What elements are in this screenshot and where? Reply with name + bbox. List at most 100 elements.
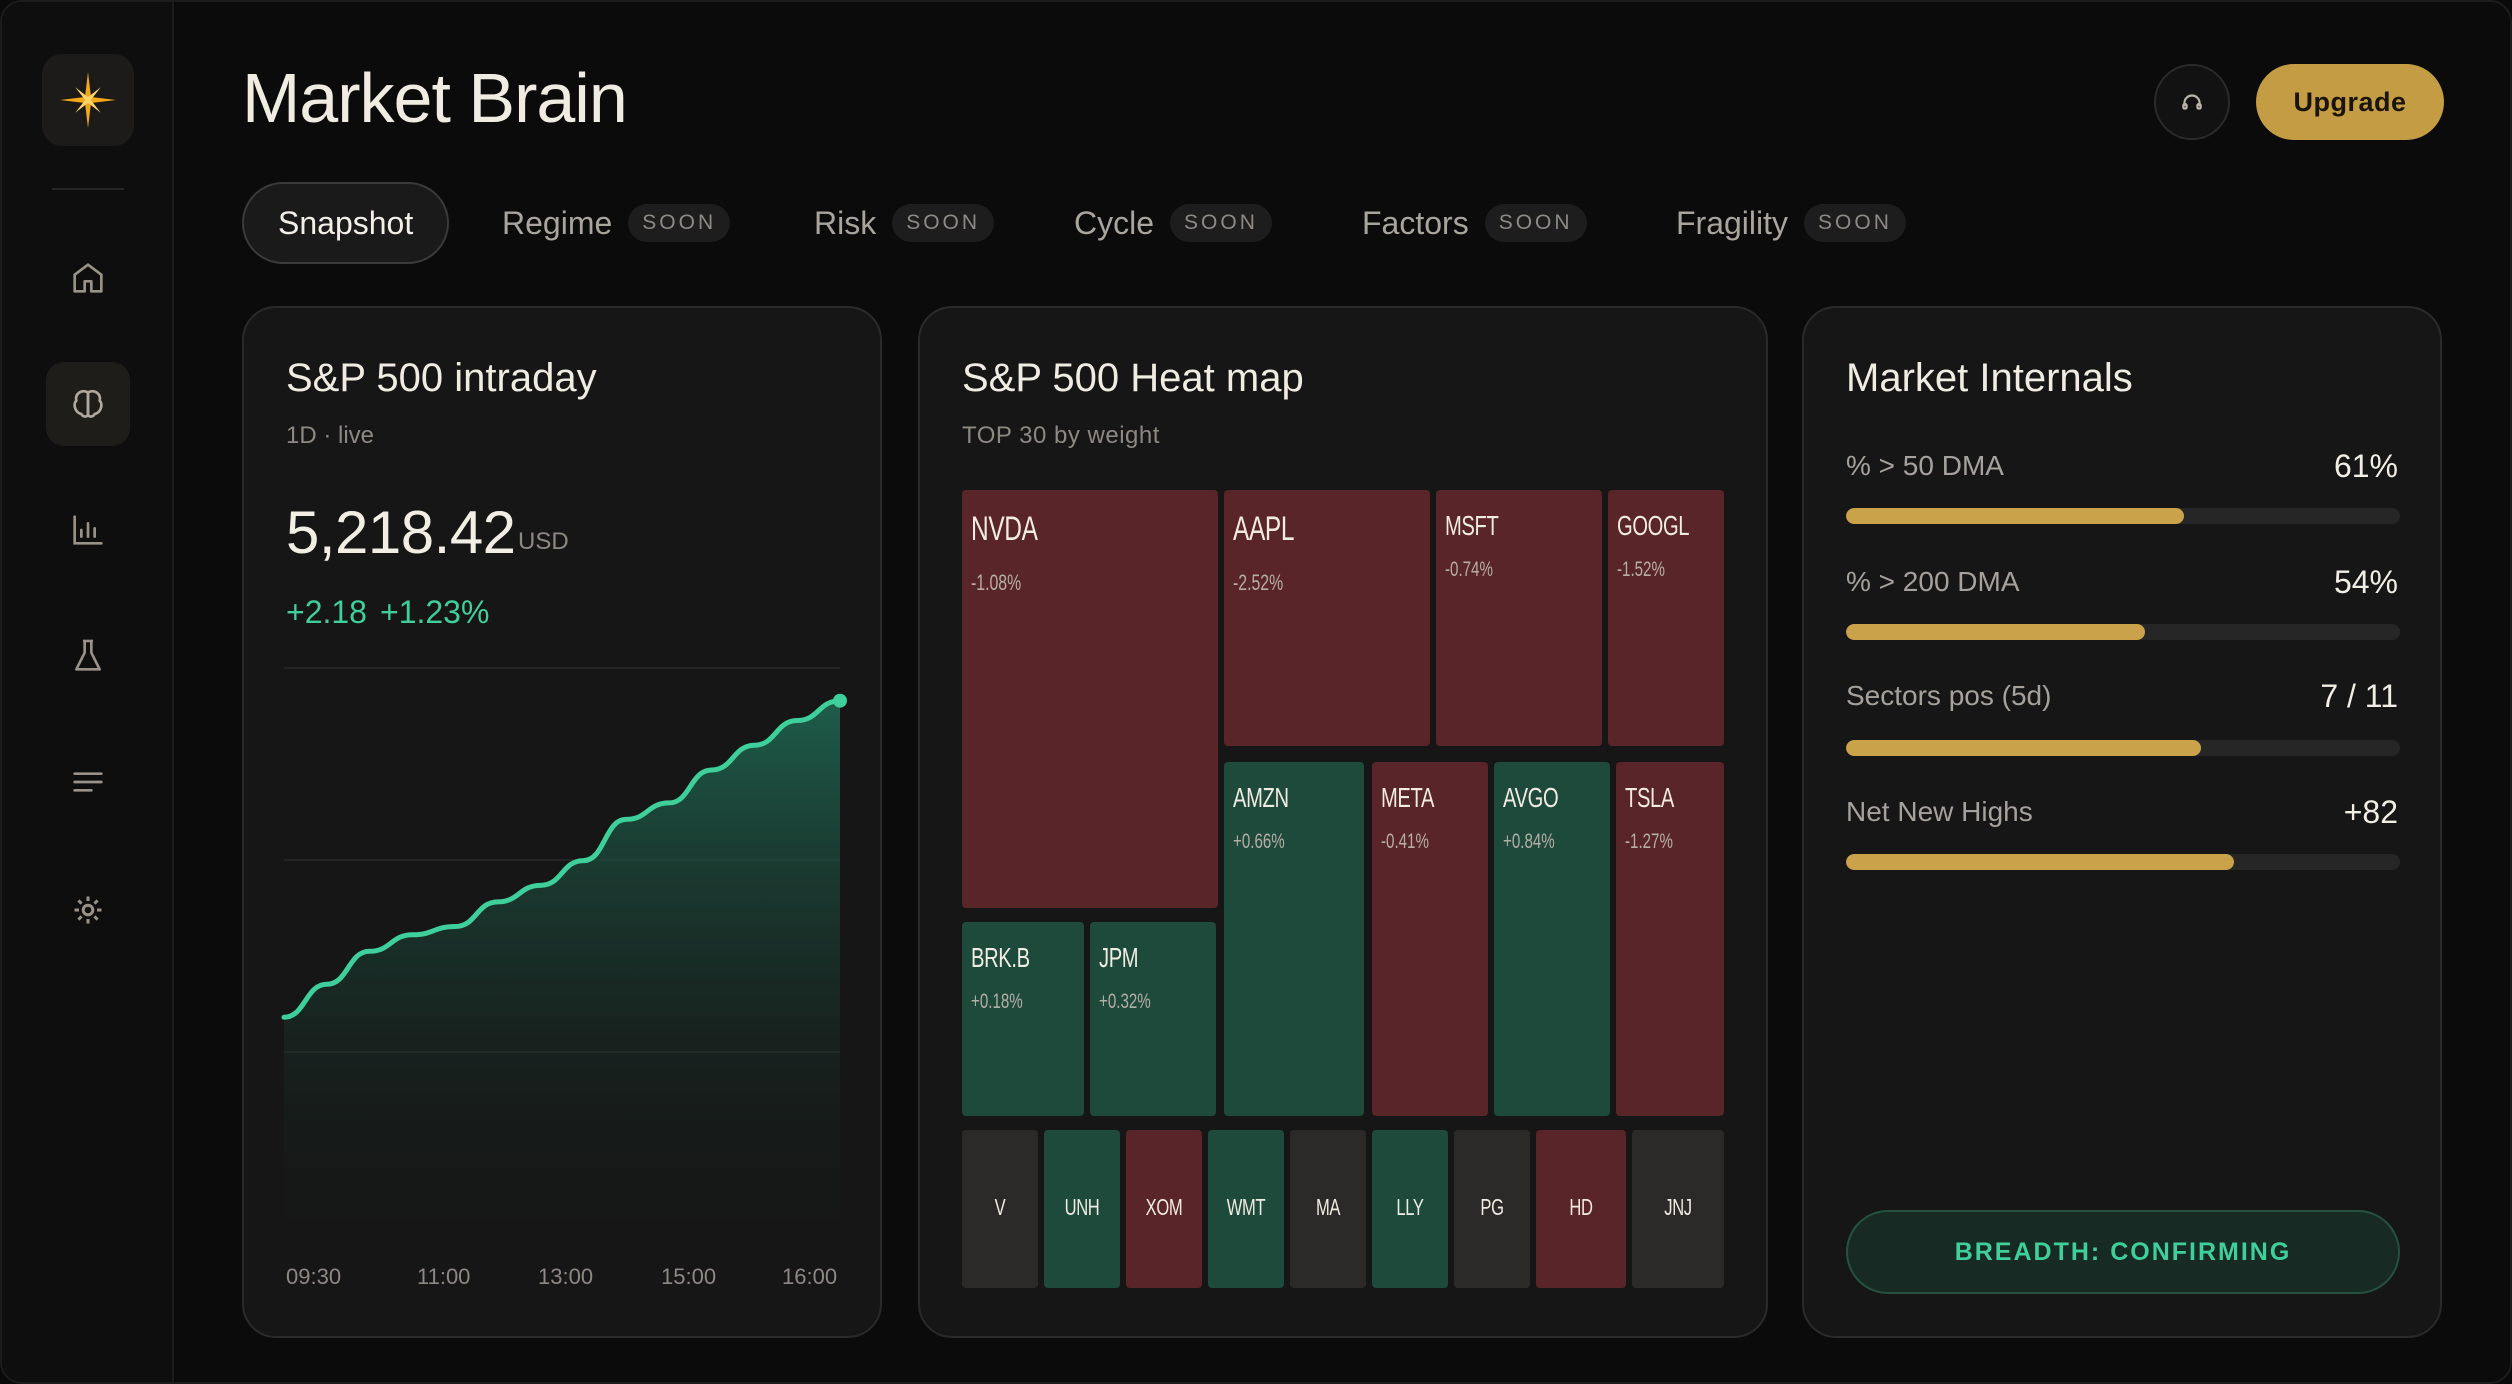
sidebar-divider xyxy=(52,188,124,190)
heatmap-tile-lly[interactable]: LLY xyxy=(1372,1130,1448,1288)
tile-change: +0.32% xyxy=(1099,990,1151,1013)
tile-ticker: AAPL xyxy=(1233,510,1295,548)
tab-snapshot[interactable]: Snapshot xyxy=(242,182,450,264)
heatmap-tile-avgo[interactable]: AVGO +0.84% xyxy=(1494,762,1610,1116)
heatmap-tile-jpm[interactable]: JPM +0.32% xyxy=(1090,922,1216,1116)
metric-bar xyxy=(1846,508,2400,524)
tile-ticker: HD xyxy=(1569,1194,1593,1220)
app-logo[interactable] xyxy=(42,54,134,146)
gear-icon xyxy=(74,896,102,924)
soon-badge: SOON xyxy=(1170,204,1272,242)
heatmap-tile-brkb[interactable]: BRK.B +0.18% xyxy=(962,922,1084,1116)
tile-ticker: MSFT xyxy=(1445,510,1499,541)
brain-icon xyxy=(73,389,103,418)
intraday-chart xyxy=(281,667,847,1248)
tile-ticker: WMT xyxy=(1226,1194,1266,1220)
breadth-status-badge[interactable]: BREADTH: CONFIRMING xyxy=(1846,1210,2400,1294)
nav-lab[interactable] xyxy=(46,614,130,698)
x-tick-label: 13:00 xyxy=(538,1264,594,1289)
intraday-title: S&P 500 intraday xyxy=(286,356,597,400)
heatmap-tile-nvda[interactable]: NVDA -1.08% xyxy=(962,490,1218,908)
heatmap-subtitle: TOP 30 by weight xyxy=(962,422,1160,449)
tile-ticker: BRK.B xyxy=(971,942,1030,973)
nav-home[interactable] xyxy=(46,236,130,320)
tile-ticker: MA xyxy=(1315,1194,1341,1220)
page-title: Market Brain xyxy=(242,59,628,137)
intraday-card: S&P 500 intraday 1D · live 5,218.42 USD … xyxy=(242,306,882,1338)
heatmap-tile-hd[interactable]: HD xyxy=(1536,1130,1626,1288)
index-price: 5,218.42 xyxy=(286,499,516,566)
soon-badge: SOON xyxy=(628,204,731,242)
internals-card: Market Internals % > 50 DMA 61% % > 200 … xyxy=(1802,306,2442,1338)
tile-change: +0.66% xyxy=(1233,830,1285,853)
heatmap-tile-googl[interactable]: GOOGL -1.52% xyxy=(1608,490,1724,746)
tile-ticker: JPM xyxy=(1099,942,1139,973)
support-button[interactable] xyxy=(2154,64,2230,140)
tab-fragility[interactable]: Fragility SOON xyxy=(1676,182,1906,264)
soon-badge: SOON xyxy=(1804,204,1906,242)
metric-label: Sectors pos (5d) xyxy=(1846,680,2052,711)
price-currency: USD xyxy=(518,528,569,555)
tab-label: Cycle xyxy=(1074,204,1155,241)
tab-label: Risk xyxy=(814,204,877,241)
heatmap-tile-unh[interactable]: UNH xyxy=(1044,1130,1120,1288)
chart-point xyxy=(833,693,847,708)
tab-regime[interactable]: Regime SOON xyxy=(502,182,731,264)
tile-ticker: META xyxy=(1381,782,1435,813)
bar-chart-icon xyxy=(73,515,103,545)
tile-ticker: UNH xyxy=(1064,1194,1100,1220)
tile-ticker: LLY xyxy=(1396,1194,1424,1220)
heatmap-card: S&P 500 Heat map TOP 30 by weight NVDA -… xyxy=(918,306,1768,1338)
tab-factors[interactable]: Factors SOON xyxy=(1362,182,1587,264)
heatmap-tile-ma[interactable]: MA xyxy=(1290,1130,1366,1288)
heatmap-title: S&P 500 Heat map xyxy=(962,356,1304,400)
heatmap-tile-pg[interactable]: PG xyxy=(1454,1130,1530,1288)
tile-change: -0.74% xyxy=(1445,558,1493,581)
soon-badge: SOON xyxy=(892,204,995,242)
metric-value: 54% xyxy=(2333,564,2398,600)
nav-list[interactable] xyxy=(46,740,130,824)
tile-change: -0.41% xyxy=(1381,830,1429,853)
chart-area-fill xyxy=(284,700,840,1248)
heatmap-tile-meta[interactable]: META -0.41% xyxy=(1372,762,1488,1116)
sidebar xyxy=(2,2,174,1382)
heatmap-tile-aapl[interactable]: AAPL -2.52% xyxy=(1224,490,1430,746)
tab-cycle[interactable]: Cycle SOON xyxy=(1074,182,1272,264)
heatmap-tile-amzn[interactable]: AMZN +0.66% xyxy=(1224,762,1364,1116)
nav-brain[interactable] xyxy=(46,362,130,446)
nav-settings[interactable] xyxy=(46,868,130,952)
headset-icon xyxy=(2182,94,2202,110)
metric-label: % > 50 DMA xyxy=(1846,450,2004,481)
metric-value: 7 / 11 xyxy=(2320,678,2398,714)
star-burst-icon xyxy=(60,72,116,128)
heatmap-tile-v[interactable]: V xyxy=(962,1130,1038,1288)
heatmap-tile-xom[interactable]: XOM xyxy=(1126,1130,1202,1288)
tile-change: +0.84% xyxy=(1503,830,1555,853)
change-absolute: +2.18 xyxy=(286,594,367,630)
tile-change: -2.52% xyxy=(1233,570,1284,595)
metric-bar-fill xyxy=(1846,854,2234,870)
tile-ticker: TSLA xyxy=(1625,782,1674,813)
change-percent: +1.23% xyxy=(380,594,490,630)
home-icon xyxy=(73,263,103,293)
tile-change: -1.52% xyxy=(1617,558,1665,581)
x-tick-label: 09:30 xyxy=(286,1264,342,1289)
x-tick-label: 11:00 xyxy=(417,1264,471,1289)
tile-change: +0.18% xyxy=(971,990,1023,1013)
upgrade-button[interactable]: Upgrade xyxy=(2256,64,2444,140)
tab-label: Factors xyxy=(1362,204,1469,241)
heatmap-tile-msft[interactable]: MSFT -0.74% xyxy=(1436,490,1602,746)
tile-ticker: GOOGL xyxy=(1617,510,1690,541)
soon-badge: SOON xyxy=(1484,204,1587,242)
metric-bar xyxy=(1846,854,2400,870)
heatmap-tile-wmt[interactable]: WMT xyxy=(1208,1130,1284,1288)
heatmap-tile-jnj[interactable]: JNJ xyxy=(1632,1130,1724,1288)
tab-risk[interactable]: Risk SOON xyxy=(814,182,995,264)
intraday-subtitle: 1D · live xyxy=(286,422,375,449)
metric-bar xyxy=(1846,624,2400,640)
heatmap-tile-tsla[interactable]: TSLA -1.27% xyxy=(1616,762,1724,1116)
tab-label: Fragility xyxy=(1676,204,1789,241)
nav-charts[interactable] xyxy=(46,488,130,572)
metric-bar-fill xyxy=(1846,624,2146,640)
